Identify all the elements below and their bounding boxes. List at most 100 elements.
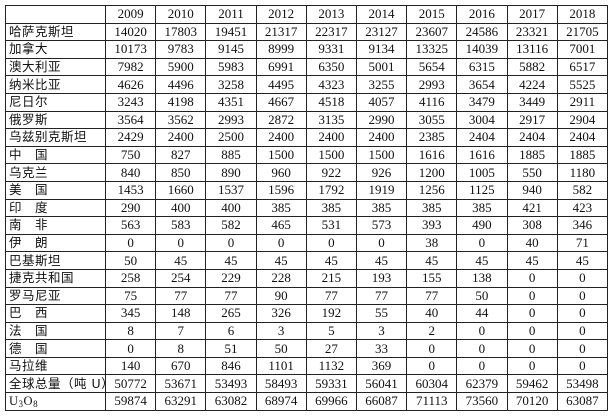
value-cell: 8: [104, 321, 157, 341]
table-row: 全球总量（吨 U） 50772 53671 53493 58493 59331 56041 6…: [5, 374, 609, 394]
table-row: 乌兹别克斯坦 2429 2400 2500 2400 2400 2400 2385 2404 24…: [5, 128, 609, 147]
value-cell: 45: [556, 251, 609, 270]
value-cell: 50: [104, 251, 157, 270]
value-cell: 0: [104, 339, 157, 358]
value-cell: 423: [556, 198, 609, 218]
value-cell: 345: [104, 304, 157, 323]
value-cell: 6517: [556, 57, 609, 77]
value-cell: 0: [155, 233, 207, 253]
value-cell: 1125: [456, 180, 508, 200]
value-cell: 7001: [556, 40, 609, 59]
value-cell: 1180: [556, 163, 609, 182]
value-cell: 0: [506, 321, 558, 341]
value-cell: 45: [456, 251, 508, 270]
value-cell: 846: [205, 356, 257, 376]
value-cell: 70120: [506, 392, 558, 411]
value-cell: 421: [506, 198, 558, 218]
value-cell: 0: [406, 356, 458, 376]
value-cell: 2993: [406, 75, 458, 94]
country-name: 德 国: [5, 339, 106, 358]
value-cell: 9134: [355, 40, 408, 59]
country-name: 法 国: [5, 321, 106, 341]
value-cell: 2990: [355, 110, 408, 130]
value-cell: 3564: [104, 110, 157, 130]
value-cell: 1453: [104, 180, 157, 200]
table-row: 澳大利亚 7982 5900 5983 6991 6350 5001 5654 6315 5882…: [5, 57, 609, 77]
value-cell: 2404: [556, 128, 609, 147]
value-cell: 583: [155, 216, 207, 235]
header-corner: [5, 5, 106, 24]
value-cell: 68974: [255, 392, 307, 411]
value-cell: 0: [104, 233, 157, 253]
table-row: 巴基斯坦 50 45 45 45 45 45 45 45 45 45: [5, 251, 609, 270]
country-name: 哈萨克斯坦: [5, 22, 106, 42]
table-row: 巴 西 345 148 265 326 192 55 40 44 0 0: [5, 304, 609, 323]
value-cell: 490: [456, 216, 508, 235]
value-cell: 0: [506, 286, 558, 306]
value-cell: 326: [255, 304, 307, 323]
label-part: O: [23, 394, 34, 409]
value-cell: 1885: [556, 145, 609, 165]
value-cell: 50772: [104, 374, 157, 394]
value-cell: 3055: [406, 110, 458, 130]
value-cell: 4626: [104, 75, 157, 94]
value-cell: 5983: [205, 57, 257, 77]
value-cell: 71: [556, 233, 609, 253]
header-year: 2011: [205, 5, 257, 24]
value-cell: 14020: [104, 22, 157, 42]
value-cell: 193: [355, 268, 408, 288]
value-cell: 840: [104, 163, 157, 182]
value-cell: 3449: [506, 92, 558, 112]
value-cell: 8999: [255, 40, 307, 59]
header-year: 2018: [556, 5, 609, 24]
table-row: 罗马尼亚 75 77 77 90 77 77 77 50 0 0: [5, 286, 609, 306]
value-cell: 4224: [506, 75, 558, 94]
value-cell: 0: [456, 233, 508, 253]
value-cell: 192: [305, 304, 357, 323]
value-cell: 53498: [556, 374, 609, 394]
value-cell: 0: [556, 286, 609, 306]
value-cell: 77: [305, 286, 357, 306]
value-cell: 0: [205, 233, 257, 253]
value-cell: 3654: [456, 75, 508, 94]
value-cell: 5001: [355, 57, 408, 77]
value-cell: 290: [104, 198, 157, 218]
value-cell: 0: [556, 339, 609, 358]
country-name: 巴 西: [5, 304, 106, 323]
value-cell: 215: [305, 268, 357, 288]
value-cell: 2404: [456, 128, 508, 147]
value-cell: 19451: [205, 22, 257, 42]
value-cell: 27: [305, 339, 357, 358]
value-cell: 63087: [556, 392, 609, 411]
value-cell: 3479: [456, 92, 508, 112]
header-year: 2010: [155, 5, 207, 24]
value-cell: 14039: [456, 40, 508, 59]
value-cell: 308: [506, 216, 558, 235]
value-cell: 0: [506, 268, 558, 288]
value-cell: 850: [155, 163, 207, 182]
value-cell: 750: [104, 145, 157, 165]
value-cell: 6315: [456, 57, 508, 77]
value-cell: 4057: [355, 92, 408, 112]
country-name: 纳米比亚: [5, 75, 106, 94]
header-year: 2017: [506, 5, 558, 24]
country-name: 澳大利亚: [5, 57, 106, 77]
value-cell: 922: [305, 163, 357, 182]
value-cell: 960: [255, 163, 307, 182]
table-row: 捷克共和国 258 254 229 228 215 193 155 138 0 0: [5, 268, 609, 288]
value-cell: 50: [255, 339, 307, 358]
value-cell: 582: [205, 216, 257, 235]
value-cell: 58493: [255, 374, 307, 394]
table-row: 马拉维 140 670 846 1101 1132 369 0 0 0 0: [5, 356, 609, 376]
value-cell: 0: [255, 233, 307, 253]
value-cell: 385: [406, 198, 458, 218]
value-cell: 258: [104, 268, 157, 288]
value-cell: 148: [155, 304, 207, 323]
value-cell: 6350: [305, 57, 357, 77]
value-cell: 40: [406, 304, 458, 323]
value-cell: 4198: [155, 92, 207, 112]
value-cell: 45: [506, 251, 558, 270]
table-row: 乌克兰 840 850 890 960 922 926 1200 1005 550 1180: [5, 163, 609, 182]
value-cell: 228: [255, 268, 307, 288]
